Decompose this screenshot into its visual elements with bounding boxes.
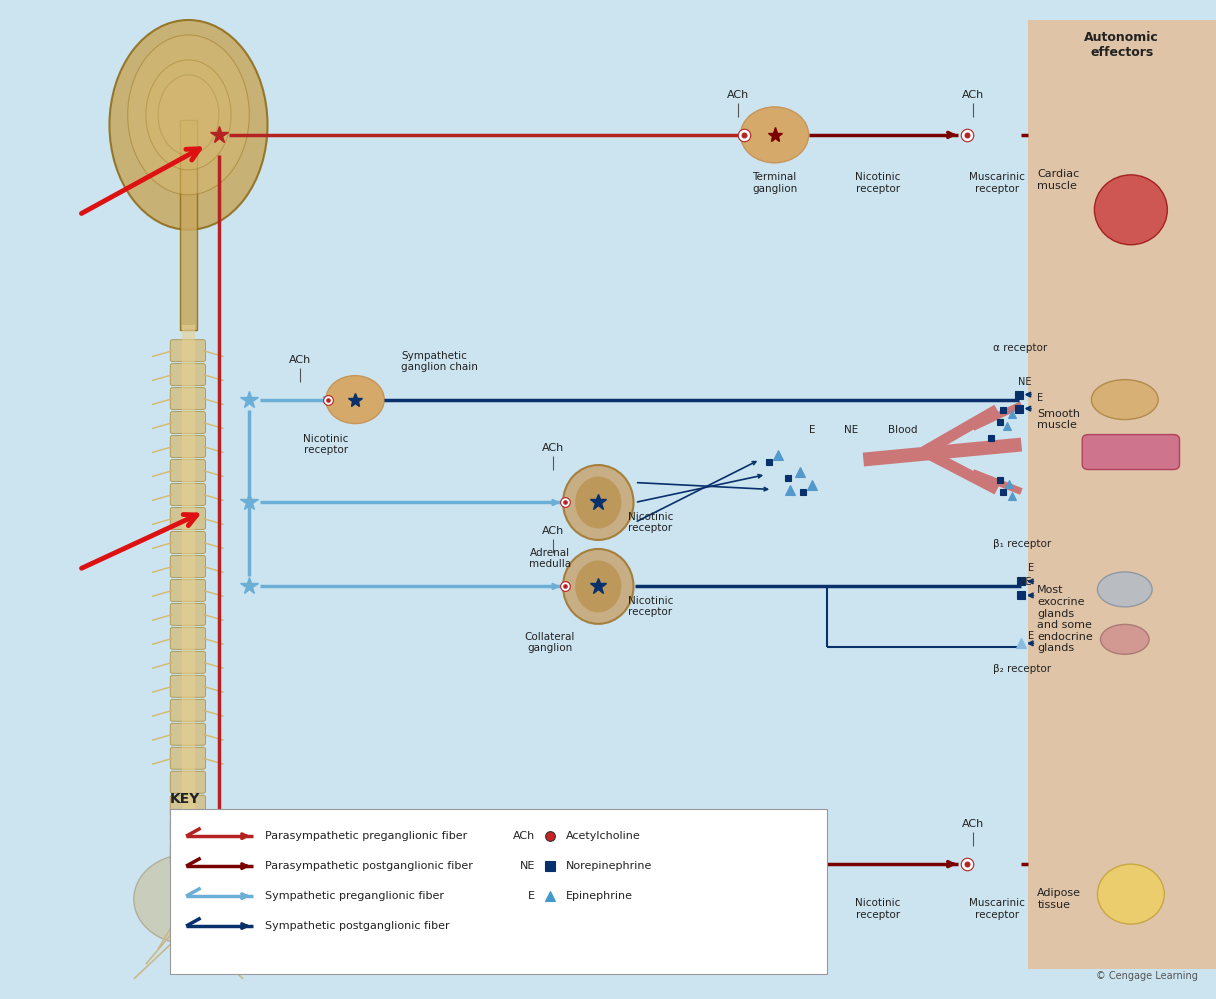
Text: ACh: ACh — [542, 443, 564, 453]
FancyBboxPatch shape — [170, 531, 206, 553]
Text: ACh: ACh — [727, 90, 749, 100]
Text: Terminal
ganglion: Terminal ganglion — [751, 898, 798, 920]
Text: ACh: ACh — [962, 819, 984, 829]
Text: Nicotinic
receptor: Nicotinic receptor — [855, 898, 901, 920]
Ellipse shape — [158, 75, 219, 155]
Text: Nicotinic
receptor: Nicotinic receptor — [627, 511, 674, 533]
Text: Norepinephrine: Norepinephrine — [565, 861, 652, 871]
FancyBboxPatch shape — [170, 843, 206, 865]
FancyBboxPatch shape — [1028, 20, 1216, 969]
Ellipse shape — [575, 477, 621, 528]
Text: E: E — [528, 891, 535, 901]
FancyBboxPatch shape — [170, 747, 206, 769]
Text: Sympathetic preganglionic fiber: Sympathetic preganglionic fiber — [265, 891, 444, 901]
FancyBboxPatch shape — [170, 809, 827, 974]
Text: β₁ receptor: β₁ receptor — [993, 539, 1052, 549]
Text: NE: NE — [844, 425, 858, 435]
Text: ACh: ACh — [727, 819, 749, 829]
Text: Nicotinic
receptor: Nicotinic receptor — [855, 172, 901, 194]
FancyBboxPatch shape — [170, 436, 206, 458]
FancyBboxPatch shape — [170, 388, 206, 410]
Ellipse shape — [128, 35, 249, 195]
Text: Blood: Blood — [888, 425, 917, 435]
FancyBboxPatch shape — [170, 364, 206, 386]
Ellipse shape — [1097, 571, 1152, 607]
FancyBboxPatch shape — [170, 460, 206, 482]
Circle shape — [741, 107, 809, 163]
Circle shape — [326, 376, 384, 424]
FancyBboxPatch shape — [170, 723, 206, 745]
FancyBboxPatch shape — [170, 340, 206, 362]
Text: E: E — [1028, 563, 1035, 573]
Text: NE: NE — [519, 861, 535, 871]
Text: Nicotinic
receptor: Nicotinic receptor — [627, 595, 674, 617]
Text: Nicotinic
receptor: Nicotinic receptor — [303, 434, 349, 456]
Ellipse shape — [1094, 175, 1167, 245]
FancyBboxPatch shape — [180, 120, 197, 330]
Ellipse shape — [1097, 864, 1165, 924]
Text: α receptor: α receptor — [993, 343, 1048, 353]
Ellipse shape — [146, 60, 231, 170]
Text: Adipose
tissue: Adipose tissue — [1037, 888, 1081, 910]
Text: ACh: ACh — [542, 526, 564, 536]
FancyBboxPatch shape — [170, 651, 206, 673]
FancyBboxPatch shape — [170, 507, 206, 529]
Text: Parasympathetic preganglionic fiber: Parasympathetic preganglionic fiber — [265, 831, 467, 841]
Text: Acetylcholine: Acetylcholine — [565, 831, 640, 841]
Text: Epinephrine: Epinephrine — [565, 891, 632, 901]
Text: Collateral
ganglion: Collateral ganglion — [524, 631, 575, 653]
Ellipse shape — [1091, 380, 1158, 420]
Text: E: E — [809, 425, 816, 435]
FancyBboxPatch shape — [170, 627, 206, 649]
Text: Parasympathetic postganglionic fiber: Parasympathetic postganglionic fiber — [265, 861, 473, 871]
FancyBboxPatch shape — [170, 555, 206, 577]
Text: © Cengage Learning: © Cengage Learning — [1096, 971, 1198, 981]
Text: Most
exocrine
glands
and some
endocrine
glands: Most exocrine glands and some endocrine … — [1037, 585, 1093, 653]
FancyBboxPatch shape — [170, 795, 206, 817]
Text: KEY: KEY — [170, 792, 201, 806]
FancyBboxPatch shape — [170, 579, 206, 601]
Ellipse shape — [134, 854, 243, 944]
Text: E: E — [1028, 631, 1035, 641]
Ellipse shape — [563, 549, 634, 623]
FancyBboxPatch shape — [170, 603, 206, 625]
Text: E: E — [1036, 393, 1043, 403]
FancyBboxPatch shape — [1082, 435, 1180, 470]
FancyBboxPatch shape — [182, 325, 195, 909]
Text: β₂ receptor: β₂ receptor — [993, 664, 1052, 674]
Ellipse shape — [109, 20, 268, 230]
Ellipse shape — [1100, 624, 1149, 654]
Circle shape — [741, 836, 809, 892]
Text: Sympathetic postganglionic fiber: Sympathetic postganglionic fiber — [265, 921, 450, 931]
Ellipse shape — [563, 466, 634, 539]
FancyBboxPatch shape — [170, 699, 206, 721]
Text: Muscarinic
receptor: Muscarinic receptor — [969, 172, 1025, 194]
Text: NE: NE — [1018, 577, 1032, 587]
Text: ACh: ACh — [513, 831, 535, 841]
Text: ACh: ACh — [289, 355, 311, 365]
Text: NE: NE — [1018, 377, 1032, 387]
Text: Autonomic
effectors: Autonomic effectors — [1085, 31, 1159, 59]
FancyBboxPatch shape — [170, 675, 206, 697]
FancyBboxPatch shape — [170, 412, 206, 434]
Text: Cardiac
muscle: Cardiac muscle — [1037, 169, 1080, 191]
FancyBboxPatch shape — [170, 819, 206, 841]
Text: Adrenal
medulla: Adrenal medulla — [529, 547, 570, 569]
Ellipse shape — [575, 560, 621, 612]
Text: Terminal
ganglion: Terminal ganglion — [751, 172, 798, 194]
Text: Sympathetic
ganglion chain: Sympathetic ganglion chain — [401, 351, 478, 373]
FancyBboxPatch shape — [170, 771, 206, 793]
Text: Smooth
muscle: Smooth muscle — [1037, 409, 1080, 431]
FancyBboxPatch shape — [170, 484, 206, 505]
Text: ACh: ACh — [962, 90, 984, 100]
Text: Muscarinic
receptor: Muscarinic receptor — [969, 898, 1025, 920]
